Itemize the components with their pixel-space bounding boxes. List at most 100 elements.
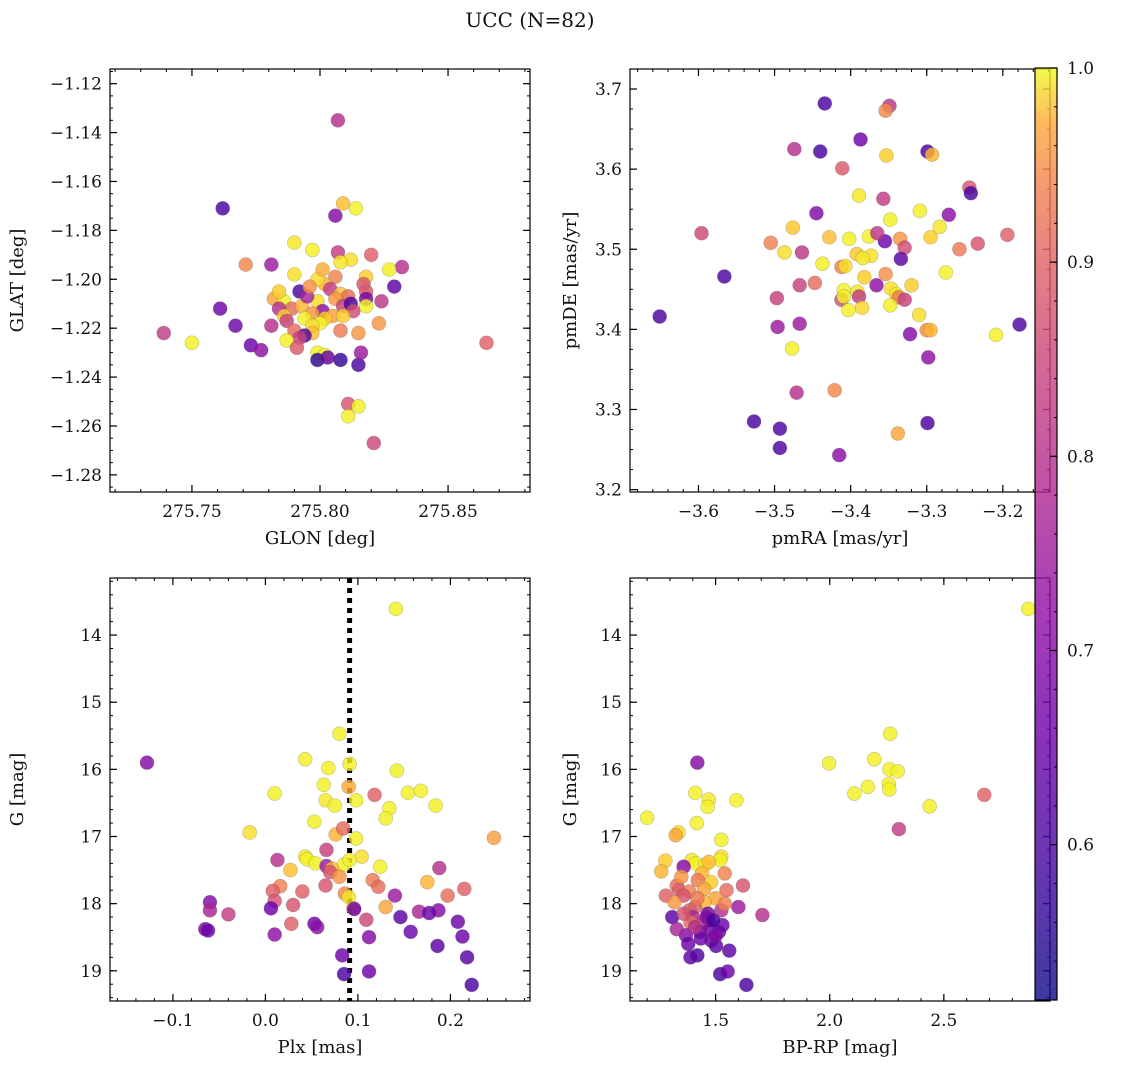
x-tick-label: 275.80 [290,502,349,522]
data-point [687,785,703,801]
y-tick-label: 16 [600,760,622,780]
data-point [807,275,823,291]
data-point [346,901,362,917]
data-point [976,787,992,803]
data-point [963,185,979,201]
x-tick-label: 2.5 [930,1011,957,1031]
x-axis-label: Plx [mas] [278,1037,363,1058]
y-tick-label: 14 [80,626,102,646]
data-point [809,205,824,221]
x-tick-label: −3.3 [906,502,947,522]
data-point [335,821,351,836]
data-point [351,325,366,341]
axes-frame [629,68,1051,493]
x-tick-label: −0.1 [152,1011,193,1031]
data-point [378,811,393,826]
data-point [330,113,346,128]
data-point [428,798,443,813]
data-point [869,225,885,241]
data-point [342,852,357,868]
data-point [687,919,703,935]
data-point [923,229,938,245]
data-point [267,927,282,942]
y-tick-label: −1.16 [50,172,102,192]
data-point [287,267,302,282]
data-point [283,862,298,878]
data-point [335,308,351,324]
data-point [381,262,397,277]
data-point [708,928,723,944]
data-point [1000,227,1015,243]
data-point [920,350,936,365]
data-point [789,385,804,400]
data-point [822,229,837,245]
data-point [413,783,429,799]
colorbar: 0.6 0.7 0.8 0.9 1.0 [1034,59,1094,1001]
data-point [358,912,374,928]
data-point [746,414,762,429]
data-point [869,278,884,293]
panel-pm: −3.6 −3.5 −3.4 −3.3 −3.2 3.2 3.3 3.4 3.5 3.6 3.7 pm… [560,68,1051,549]
data-point [785,220,801,235]
data-point [717,866,733,881]
data-point [374,293,389,309]
data-point [336,966,352,982]
data-point [902,326,918,342]
data-point [316,777,332,793]
data-point [459,950,475,965]
data-point [714,832,729,848]
data-point [319,842,334,858]
data-point [332,726,347,742]
y-tick-label: 16 [80,760,102,780]
data-point [464,977,480,993]
y-axis-label: pmDE [mas/yr] [560,212,581,350]
data-point [333,254,348,270]
x-tick-label: 0.0 [252,1011,279,1031]
data-point [882,726,898,742]
y-tick-label: 14 [600,626,622,646]
data-point [279,313,295,329]
data-point [841,231,857,247]
data-point [792,278,807,293]
x-tick-label: 0.1 [344,1011,371,1031]
x-tick-label: 275.85 [418,502,477,522]
data-point [270,852,285,868]
y-tick-label: 3.7 [595,80,622,100]
data-point [787,141,802,157]
data-point [834,161,850,176]
data-point [387,888,403,903]
data-point [817,96,833,111]
data-point [305,242,320,258]
data-point [271,284,287,299]
data-point [321,760,336,776]
data-point [295,884,310,899]
data-point [297,751,313,767]
data-point [893,251,909,267]
x-tick-label: 1.5 [702,1011,729,1031]
data-point [328,208,343,224]
data-point [763,235,779,251]
data-point [912,203,928,219]
data-point [669,921,685,937]
data-point [320,350,335,365]
x-tick-label: 0.2 [437,1011,464,1031]
data-point [353,345,369,360]
data-point [212,301,228,316]
y-tick-label: −1.22 [50,319,102,339]
data-point [348,201,364,216]
data-point [285,897,301,913]
data-point [721,943,737,958]
data-point [328,269,343,285]
data-point [794,245,810,260]
data-point [735,878,751,893]
data-point [242,825,257,840]
data-point [739,977,754,993]
y-tick-label: 3.2 [595,481,622,501]
data-point [860,779,876,795]
data-point [866,751,882,767]
data-point [366,435,382,451]
data-point [694,225,709,241]
data-point [394,259,410,275]
data-point [879,148,894,163]
data-point [851,188,867,203]
